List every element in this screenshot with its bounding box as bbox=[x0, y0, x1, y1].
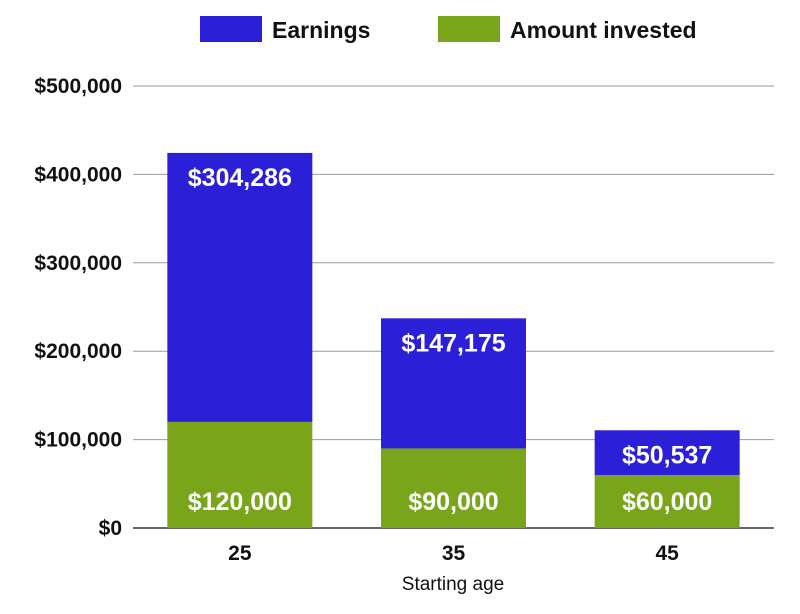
bar-earnings bbox=[594, 430, 740, 475]
legend-label: Earnings bbox=[272, 17, 370, 43]
data-label: $120,000 bbox=[188, 488, 292, 516]
y-tick-label: $200,000 bbox=[34, 340, 122, 363]
bar-amount-invested bbox=[167, 421, 313, 528]
bar-earnings bbox=[167, 152, 313, 422]
x-tick-label: 35 bbox=[442, 542, 466, 565]
x-tick-label: 45 bbox=[655, 542, 679, 565]
legend-swatch bbox=[438, 16, 500, 42]
legend-swatch bbox=[200, 16, 262, 42]
data-label: $90,000 bbox=[408, 488, 498, 516]
data-label: $60,000 bbox=[622, 488, 712, 516]
data-label: $147,175 bbox=[401, 329, 505, 357]
y-tick-label: $300,000 bbox=[34, 252, 122, 275]
y-tick-label: $100,000 bbox=[34, 429, 122, 452]
x-axis-title: Starting age bbox=[402, 574, 504, 595]
legend-label: Amount invested bbox=[510, 17, 697, 43]
data-label: $304,286 bbox=[188, 164, 292, 192]
bar-amount-invested bbox=[381, 448, 526, 528]
x-tick-label: 25 bbox=[228, 542, 252, 565]
axes: $0 $100,000 $200,000 $300,000 $400,000 $500,0… bbox=[34, 75, 774, 565]
data-label: $50,537 bbox=[622, 441, 712, 469]
data-labels: $120,000 $304,286 $90,000 $147,175 $60,000 $5… bbox=[188, 164, 713, 516]
bar-amount-invested bbox=[594, 474, 740, 528]
y-tick-label: $400,000 bbox=[34, 163, 122, 186]
y-tick-label: $500,000 bbox=[34, 75, 122, 98]
bar-earnings bbox=[381, 318, 526, 449]
bars bbox=[167, 152, 740, 528]
legend: Earnings Amount invested bbox=[200, 16, 697, 43]
y-tick-label: $0 bbox=[99, 517, 122, 540]
